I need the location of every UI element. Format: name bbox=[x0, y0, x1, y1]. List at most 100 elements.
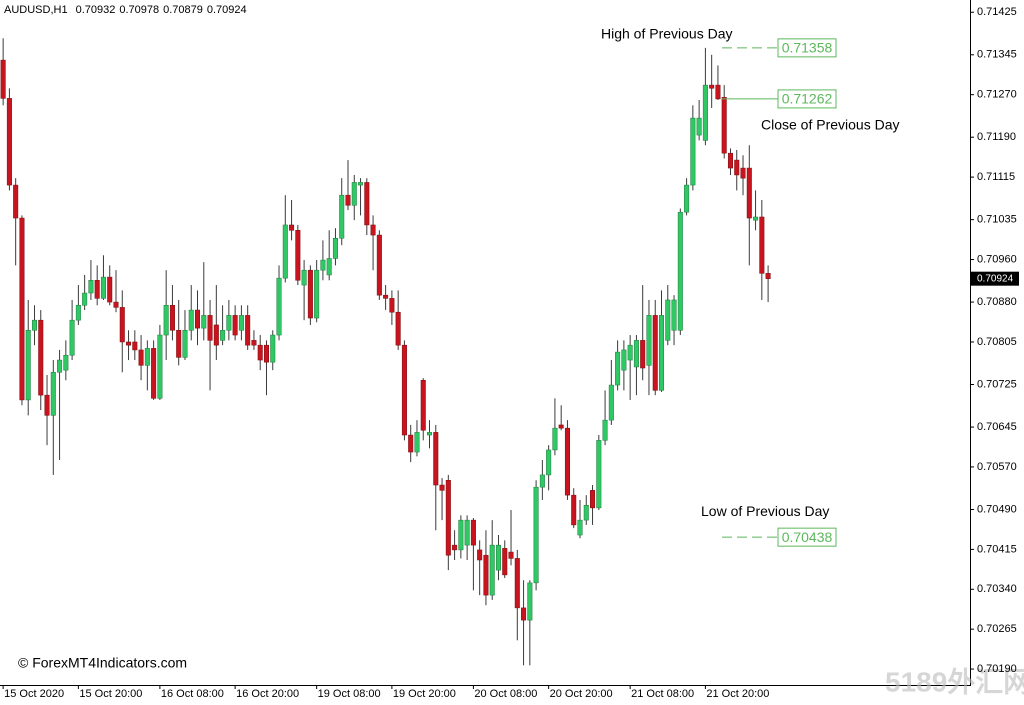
y-tick-label: 0.70805 bbox=[977, 336, 1017, 348]
level-box bbox=[777, 89, 837, 109]
candle-body bbox=[332, 238, 338, 259]
candle-body bbox=[596, 440, 602, 509]
last-price-label: 0.70924 bbox=[977, 273, 1014, 284]
candle-body bbox=[658, 315, 665, 391]
x-tick-label: 20 Oct 20:00 bbox=[550, 688, 613, 700]
level-annotation: High of Previous Day bbox=[601, 26, 733, 42]
candle-body bbox=[477, 549, 483, 561]
x-tick-label: 15 Oct 2020 bbox=[4, 688, 64, 700]
candle-body bbox=[552, 427, 558, 451]
x-tick-label: 16 Oct 08:00 bbox=[161, 688, 224, 700]
candle-body bbox=[765, 273, 771, 279]
level-value: 0.71358 bbox=[782, 40, 833, 56]
candle-body bbox=[295, 230, 301, 281]
candle-body bbox=[514, 558, 520, 609]
candle-body bbox=[113, 301, 119, 308]
candle-body bbox=[19, 217, 25, 401]
candle-body bbox=[709, 84, 715, 89]
candle-body bbox=[144, 348, 150, 366]
candle-body bbox=[483, 554, 489, 596]
candle-body bbox=[75, 305, 81, 321]
candle-body bbox=[414, 432, 420, 453]
y-tick-label: 0.71425 bbox=[977, 6, 1017, 18]
level-annotation: Low of Previous Day bbox=[701, 503, 829, 519]
candle-body bbox=[257, 344, 263, 361]
candle-body bbox=[408, 434, 414, 453]
y-tick-label: 0.70725 bbox=[977, 378, 1017, 390]
level-value: 0.71262 bbox=[782, 91, 833, 107]
candle-body bbox=[132, 341, 138, 351]
level-box bbox=[777, 38, 837, 58]
candle-body bbox=[608, 384, 614, 421]
candle-body bbox=[364, 182, 370, 226]
y-tick-label: 0.71035 bbox=[977, 214, 1017, 226]
candle-body bbox=[182, 330, 188, 358]
candle-body bbox=[88, 280, 94, 294]
candle-body bbox=[746, 167, 752, 219]
watermark: © ForexMT4Indicators.com bbox=[18, 655, 187, 671]
candle-body bbox=[577, 519, 583, 536]
candle-body bbox=[527, 582, 533, 621]
y-tick-label: 0.70415 bbox=[977, 543, 1017, 555]
last-price-box bbox=[971, 271, 1019, 286]
candle-body bbox=[727, 152, 733, 169]
candle-body bbox=[583, 504, 589, 521]
x-tick-label: 16 Oct 20:00 bbox=[236, 688, 299, 700]
symbol-header: AUDUSD,H1 0.70932 0.70978 0.70879 0.70924 bbox=[4, 4, 247, 16]
candle-body bbox=[289, 224, 295, 231]
candle-body bbox=[50, 372, 56, 416]
candle-body bbox=[94, 280, 100, 299]
candle-body bbox=[169, 305, 175, 331]
header-close: 0.70924 bbox=[207, 4, 247, 16]
candle-body bbox=[0, 59, 6, 99]
candle-body bbox=[213, 324, 219, 346]
candle-body bbox=[232, 315, 238, 336]
candle-body bbox=[590, 490, 596, 509]
candle-body bbox=[326, 258, 332, 276]
candle-body bbox=[627, 344, 633, 361]
candle-body bbox=[633, 340, 639, 368]
candle-body bbox=[439, 484, 445, 491]
candle-body bbox=[433, 432, 439, 486]
y-tick-label: 0.71345 bbox=[977, 49, 1017, 61]
candle-body bbox=[558, 424, 564, 429]
candle-body bbox=[358, 182, 364, 186]
candle-body bbox=[539, 474, 545, 488]
header-high: 0.70978 bbox=[119, 4, 159, 16]
y-tick-label: 0.70265 bbox=[977, 623, 1017, 635]
candle-body bbox=[69, 319, 75, 356]
y-tick-label: 0.70340 bbox=[977, 583, 1017, 595]
candle-body bbox=[301, 269, 307, 286]
site-watermark: 5189外汇网 bbox=[885, 666, 1024, 697]
candle-body bbox=[564, 427, 570, 496]
candle-body bbox=[464, 519, 470, 546]
candle-body bbox=[427, 432, 433, 436]
candle-body bbox=[119, 307, 125, 343]
y-tick-label: 0.70645 bbox=[977, 421, 1017, 433]
candle-body bbox=[276, 277, 282, 336]
candle-body bbox=[533, 486, 539, 584]
candle-body bbox=[495, 544, 501, 571]
candle-body bbox=[226, 315, 232, 331]
level-annotation: Close of Previous Day bbox=[761, 117, 900, 133]
candle-body bbox=[489, 544, 495, 596]
level-value: 0.70438 bbox=[782, 529, 833, 545]
candle-body bbox=[82, 292, 88, 306]
candle-body bbox=[753, 216, 759, 221]
candle-body bbox=[238, 315, 244, 331]
candle-body bbox=[640, 340, 646, 369]
candle-body bbox=[715, 84, 721, 100]
x-tick-label: 19 Oct 08:00 bbox=[318, 688, 381, 700]
candle-body bbox=[508, 551, 514, 559]
candle-body bbox=[138, 349, 144, 366]
candle-body bbox=[521, 607, 527, 621]
candle-body bbox=[458, 519, 464, 551]
candle-body bbox=[671, 299, 677, 331]
candle-body bbox=[351, 182, 357, 206]
candle-body bbox=[615, 351, 621, 386]
candle-body bbox=[307, 269, 313, 319]
candle-body bbox=[652, 315, 658, 391]
candle-body bbox=[734, 159, 740, 176]
x-tick-label: 20 Oct 08:00 bbox=[474, 688, 537, 700]
